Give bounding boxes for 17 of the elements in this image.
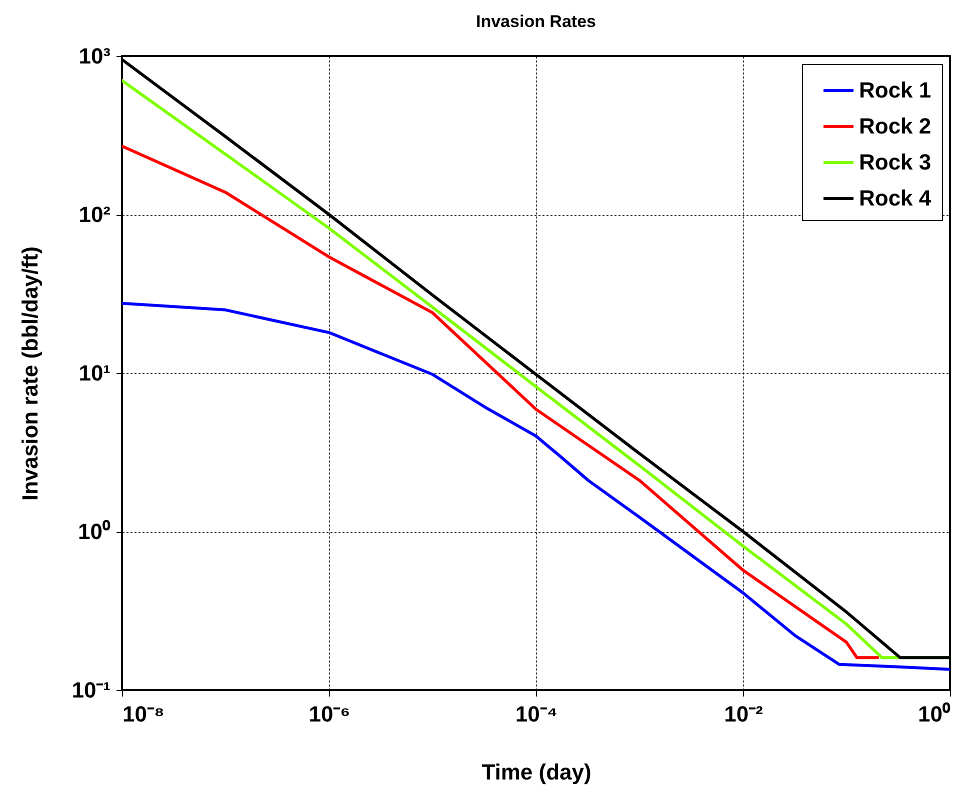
x-tick-label: 10⁻⁸ [122,702,164,726]
x-tick-label: 10⁰ [918,702,950,726]
y-tick-label: 10³ [78,44,110,68]
x-tick-label: 10⁻⁶ [308,702,350,726]
legend-label: Rock 3 [859,150,932,174]
chart-title: Invasion Rates [476,12,596,31]
x-tick-label: 10⁻⁴ [515,702,558,726]
y-tick-label: 10⁻¹ [72,678,110,702]
legend-label: Rock 1 [859,78,932,102]
y-tick-label: 10⁰ [78,519,110,544]
y-tick-label: 10² [78,202,110,227]
x-axis-title: Time (day) [482,760,592,784]
legend-label: Rock 4 [859,186,932,210]
legend-label: Rock 2 [859,114,932,138]
x-tick-label: 10⁻² [724,702,763,726]
y-axis-title: Invasion rate (bbl/day/ft) [18,246,42,501]
y-tick-label: 10¹ [78,360,110,386]
